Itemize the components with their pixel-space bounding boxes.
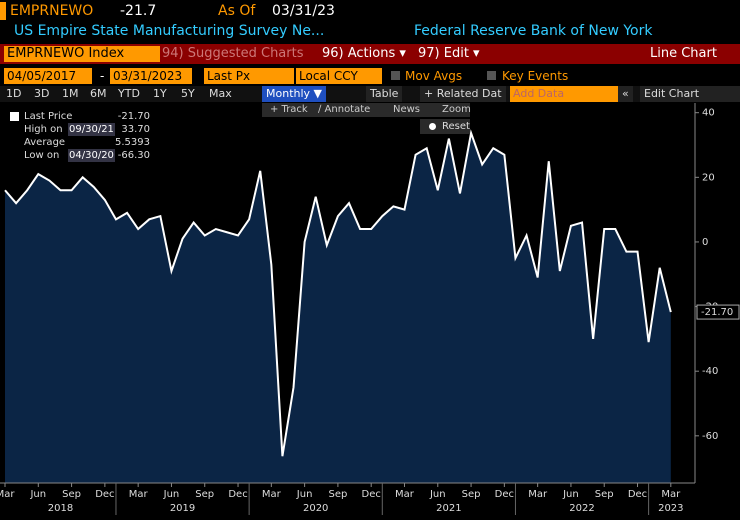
date-separator: - xyxy=(100,69,105,83)
range-button[interactable]: 6M xyxy=(90,87,107,100)
x-tick-label: Jun xyxy=(429,489,446,500)
end-date[interactable]: 03/31/2023 xyxy=(110,68,192,84)
checkbox[interactable] xyxy=(391,71,400,80)
related-button[interactable]: + Related Dat xyxy=(420,86,506,102)
legend: Last Price -21.70 High on 09/30/21 33.70 Aver… xyxy=(10,110,150,162)
x-tick-label: Mar xyxy=(0,489,15,500)
legend-date: 04/30/20 xyxy=(68,149,115,162)
area xyxy=(5,133,671,483)
legend-value: -66.30 xyxy=(117,150,150,161)
range-button[interactable]: 1Y xyxy=(153,87,167,100)
edit-menu[interactable]: 97) Edit ▾ xyxy=(418,46,480,61)
field-select[interactable]: Last Px xyxy=(204,68,294,84)
ticker-flag xyxy=(0,2,6,20)
as-of-label: As Of xyxy=(218,3,256,19)
news[interactable]: News xyxy=(393,104,421,115)
chart-type[interactable]: Line Chart xyxy=(650,46,717,61)
last-price-label: -21.70 xyxy=(701,307,733,318)
currency-select[interactable]: Local CCY xyxy=(296,68,382,84)
range-button[interactable]: YTD xyxy=(118,87,140,100)
range-button[interactable]: 3D xyxy=(34,87,50,100)
legend-value: -21.70 xyxy=(117,111,150,122)
y-tick-label: 20 xyxy=(702,172,715,183)
legend-name: Low on xyxy=(24,150,60,161)
line xyxy=(4,129,672,457)
legend-value: 5.5393 xyxy=(115,137,150,148)
key-events[interactable]: Key Events xyxy=(502,69,569,83)
range-button[interactable]: 5Y xyxy=(181,87,195,100)
start-date[interactable]: 04/05/2017 xyxy=(4,68,92,84)
reset-icon xyxy=(429,123,436,130)
x-tick-label: Dec xyxy=(228,489,247,500)
x-tick-label: Mar xyxy=(528,489,548,500)
edit-chart[interactable]: Edit Chart xyxy=(640,86,740,102)
description: US Empire State Manufacturing Survey Ne.… xyxy=(14,23,325,39)
x-tick-label: Mar xyxy=(129,489,149,500)
x-tick-label: Sep xyxy=(595,489,614,500)
security-box[interactable]: EMPRNEWO Index xyxy=(4,46,160,62)
x-tick-label: Jun xyxy=(296,489,313,500)
y-tick-label: 40 xyxy=(702,108,715,119)
reset-button[interactable]: Reset xyxy=(420,119,470,134)
collapse-button[interactable]: « xyxy=(618,86,633,102)
x-tick-label: Dec xyxy=(495,489,514,500)
legend-name: High on xyxy=(24,124,63,135)
x-tick-label: Sep xyxy=(195,489,214,500)
legend-swatch xyxy=(10,112,19,121)
year-label: 2020 xyxy=(303,503,328,514)
year-label: 2021 xyxy=(436,503,461,514)
annotate[interactable]: ∕ Annotate xyxy=(318,104,371,115)
suggested-charts[interactable]: 94) Suggested Charts xyxy=(162,46,304,61)
x-tick-label: Dec xyxy=(628,489,647,500)
legend-name: Last Price xyxy=(24,111,73,122)
actions-menu[interactable]: 96) Actions ▾ xyxy=(322,46,406,61)
last-price-box xyxy=(696,304,740,320)
track[interactable]: + Track xyxy=(270,104,308,115)
x-tick-label: Mar xyxy=(395,489,415,500)
x-tick-label: Jun xyxy=(163,489,180,500)
source: Federal Reserve Bank of New York xyxy=(414,23,653,39)
x-tick-label: Mar xyxy=(262,489,282,500)
year-label: 2022 xyxy=(569,503,594,514)
period-button[interactable]: Monthly ▼ xyxy=(262,86,326,102)
range-button[interactable]: 1D xyxy=(6,87,22,100)
range-button[interactable]: Max xyxy=(209,87,232,100)
y-tick-label: 0 xyxy=(702,237,708,248)
year-label: 2019 xyxy=(170,503,195,514)
x-tick-label: Mar xyxy=(661,489,681,500)
year-label: 2023 xyxy=(658,503,683,514)
last-price: -21.7 xyxy=(120,3,157,19)
add-data[interactable]: Add Data xyxy=(510,86,620,102)
menu-bar xyxy=(0,44,740,64)
as-of-date: 03/31/23 xyxy=(272,3,335,19)
legend-date: 09/30/21 xyxy=(68,123,115,136)
legend-name: Average xyxy=(24,137,66,148)
x-tick-label: Dec xyxy=(362,489,381,500)
y-tick-label: -40 xyxy=(702,366,718,377)
mov-avgs[interactable]: Mov Avgs xyxy=(405,69,463,83)
x-tick-label: Jun xyxy=(29,489,46,500)
x-tick-label: Sep xyxy=(328,489,347,500)
x-tick-label: Sep xyxy=(62,489,81,500)
x-tick-label: Sep xyxy=(462,489,481,500)
year-label: 2018 xyxy=(48,503,73,514)
chart: 40200-20-40-60-21.70MarJunSepDecMarJunSe… xyxy=(0,103,740,515)
legend-value: 33.70 xyxy=(121,124,150,135)
x-tick-label: Jun xyxy=(562,489,579,500)
zoom[interactable]: Zoom xyxy=(442,104,471,115)
table-button[interactable]: Table xyxy=(366,86,403,102)
ticker: EMPRNEWO xyxy=(10,3,94,19)
checkbox[interactable] xyxy=(487,71,496,80)
annotation-bar xyxy=(262,103,470,117)
x-tick-label: Dec xyxy=(95,489,114,500)
range-button[interactable]: 1M xyxy=(62,87,79,100)
y-tick-label: -60 xyxy=(702,431,718,442)
